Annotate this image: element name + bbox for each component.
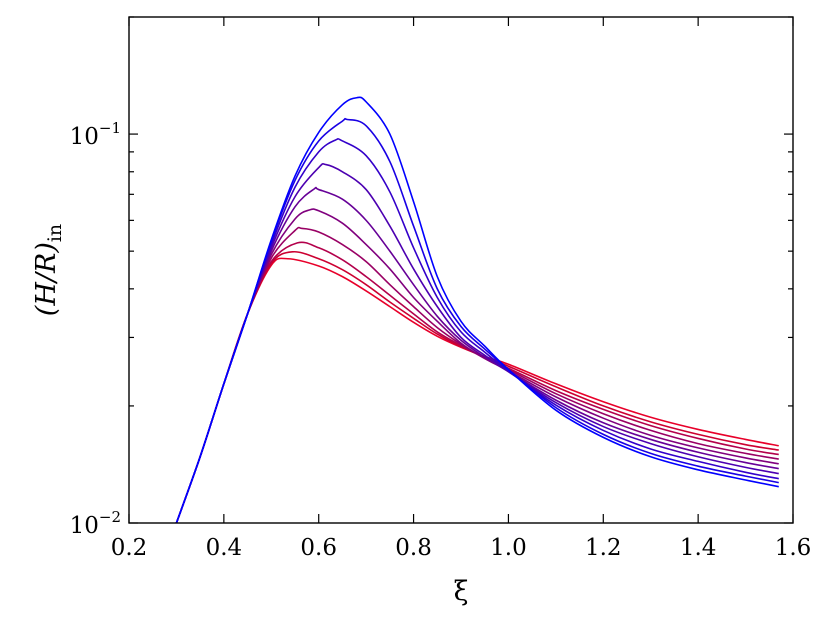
series-line-10 — [175, 257, 779, 523]
series-line-1 — [175, 96, 779, 523]
x-tick-label-2: 0.6 — [300, 535, 337, 561]
y-tick-label-exponent: −2 — [99, 508, 121, 526]
x-tick-label-1: 0.4 — [206, 535, 243, 561]
y-tick-label-exponent: −1 — [99, 119, 121, 137]
y-tick-label-base: 10 — [70, 513, 99, 539]
series-line-3 — [175, 138, 779, 523]
y-axis-title: (H/R)in — [31, 224, 66, 316]
y-tick-label-base: 10 — [70, 124, 99, 150]
x-axis-title: ξ — [454, 576, 469, 607]
y-tick-label-1: 10−1 — [70, 119, 121, 150]
series-group — [175, 96, 779, 523]
series-line-9 — [175, 250, 779, 523]
svg-text:(H/R)in: (H/R)in — [31, 224, 66, 316]
x-tick-label-5: 1.2 — [585, 535, 622, 561]
x-tick-label-3: 0.8 — [395, 535, 432, 561]
x-tick-label-6: 1.4 — [680, 535, 717, 561]
x-tick-label-0: 0.2 — [111, 535, 148, 561]
x-tick-label-4: 1.0 — [490, 535, 527, 561]
axis-tick-labels: 0.2 0.4 0.6 0.8 1.0 1.2 1.4 1.610−210−1 — [70, 119, 812, 561]
y-axis-title-main: (H/R) — [31, 242, 62, 316]
y-tick-label-0: 10−2 — [70, 508, 121, 539]
series-line-2 — [175, 117, 779, 523]
series-line-8 — [175, 241, 779, 523]
y-axis-title-subscript: in — [44, 224, 66, 242]
axis-ticks — [128, 16, 794, 524]
plot-frame — [128, 16, 794, 524]
x-tick-label-7: 1.6 — [775, 535, 812, 561]
